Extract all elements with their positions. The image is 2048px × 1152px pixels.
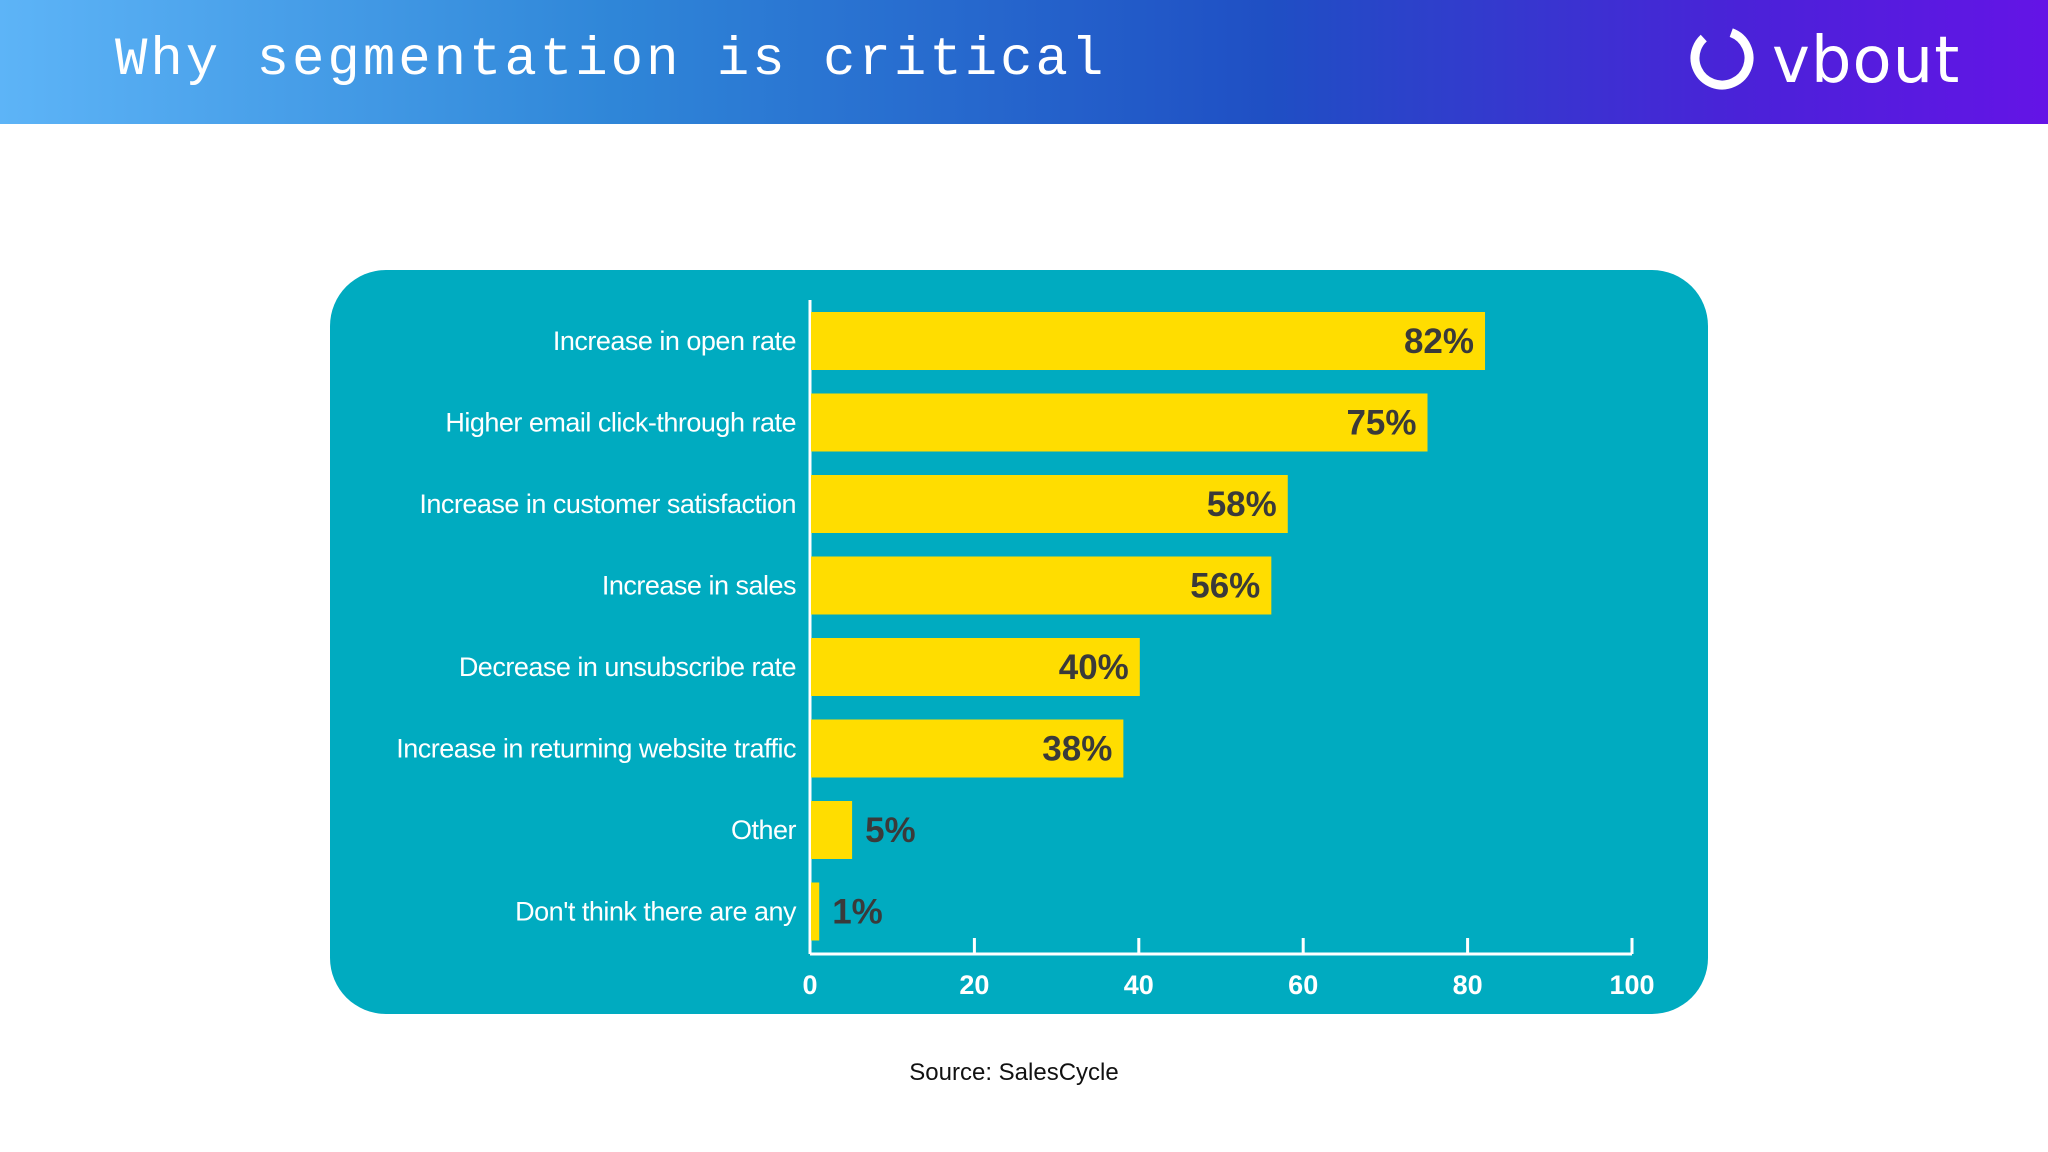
category-label: Higher email click-through rate bbox=[445, 408, 796, 438]
bar bbox=[811, 556, 1272, 615]
data-label: 82% bbox=[1404, 322, 1474, 361]
data-label: 58% bbox=[1207, 485, 1277, 524]
data-label: 75% bbox=[1346, 404, 1416, 443]
bar bbox=[811, 393, 1428, 452]
header-banner: Why segmentation is critical vbout bbox=[0, 0, 2048, 124]
data-label: 40% bbox=[1059, 648, 1129, 687]
bar-chart: 0 20 40 60 80 100 Increase in open rate 82% High… bbox=[396, 300, 1655, 1000]
category-label: Increase in open rate bbox=[553, 326, 796, 356]
source-caption: Source: SalesCycle bbox=[909, 1059, 1119, 1086]
data-label: 1% bbox=[832, 893, 883, 932]
bar bbox=[811, 801, 853, 859]
category-label: Don't think there are any bbox=[515, 897, 797, 927]
chart-panel: 0 20 40 60 80 100 Increase in open rate 82% High… bbox=[330, 270, 1708, 1014]
x-tick-label: 60 bbox=[1288, 970, 1318, 1000]
logo-text: vbout bbox=[1772, 24, 1961, 98]
category-label: Increase in returning website traffic bbox=[396, 734, 796, 764]
x-tick-label: 40 bbox=[1124, 970, 1154, 1000]
page-title: Why segmentation is critical bbox=[115, 30, 1107, 91]
data-label: 5% bbox=[865, 811, 916, 850]
data-label: 56% bbox=[1190, 567, 1260, 606]
x-tick-label: 80 bbox=[1453, 970, 1483, 1000]
vbout-logo: vbout bbox=[1680, 18, 1959, 108]
category-label: Decrease in unsubscribe rate bbox=[459, 652, 796, 682]
bar bbox=[811, 719, 1124, 778]
data-label: 38% bbox=[1042, 730, 1112, 769]
x-tick-label: 20 bbox=[959, 970, 989, 1000]
bar bbox=[811, 312, 1486, 370]
bar bbox=[811, 475, 1288, 533]
bar bbox=[811, 882, 820, 941]
ring-logo-icon bbox=[1690, 26, 1754, 90]
x-tick-label: 100 bbox=[1609, 970, 1654, 1000]
bar bbox=[811, 638, 1140, 696]
x-tick-label: 0 bbox=[802, 970, 817, 1000]
category-label: Increase in sales bbox=[602, 571, 796, 601]
category-label: Other bbox=[731, 815, 797, 845]
category-label: Increase in customer satisfaction bbox=[419, 489, 796, 519]
